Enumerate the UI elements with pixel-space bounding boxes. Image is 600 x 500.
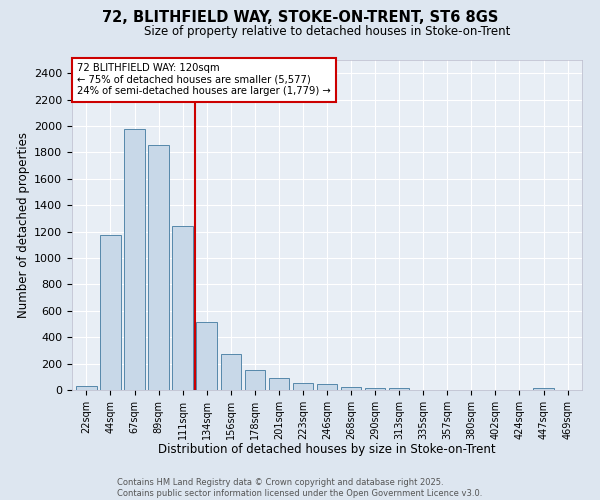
Bar [365,388,385,390]
Bar [76,386,97,390]
Bar [533,388,554,390]
Bar [148,145,169,390]
Bar [245,370,265,390]
Bar [100,235,121,390]
Text: 72 BLITHFIELD WAY: 120sqm
← 75% of detached houses are smaller (5,577)
24% of se: 72 BLITHFIELD WAY: 120sqm ← 75% of detac… [77,64,331,96]
Title: Size of property relative to detached houses in Stoke-on-Trent: Size of property relative to detached ho… [144,25,510,38]
Bar [196,322,217,390]
Bar [317,384,337,390]
Bar [269,378,289,390]
Text: Contains HM Land Registry data © Crown copyright and database right 2025.
Contai: Contains HM Land Registry data © Crown c… [118,478,482,498]
Bar [221,354,241,390]
Text: 72, BLITHFIELD WAY, STOKE-ON-TRENT, ST6 8GS: 72, BLITHFIELD WAY, STOKE-ON-TRENT, ST6 … [102,10,498,25]
Bar [341,387,361,390]
Y-axis label: Number of detached properties: Number of detached properties [17,132,30,318]
Bar [293,383,313,390]
Bar [389,388,409,390]
Bar [124,130,145,390]
Bar [172,226,193,390]
X-axis label: Distribution of detached houses by size in Stoke-on-Trent: Distribution of detached houses by size … [158,444,496,456]
